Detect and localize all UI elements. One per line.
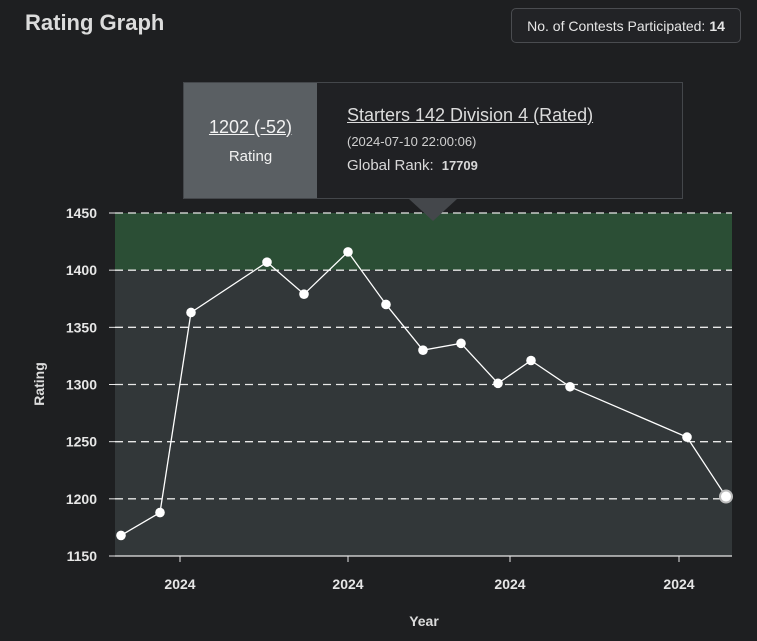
rating-band-1 [115, 270, 732, 556]
x-axis-label: Year [409, 613, 439, 629]
rating-point[interactable] [381, 299, 391, 310]
y-tick-label: 1150 [67, 548, 98, 564]
contests-label: No. of Contests Participated: [527, 17, 706, 34]
tooltip-contest-panel: Starters 142 Division 4 (Rated) (2024-07… [317, 83, 682, 198]
rating-point[interactable] [262, 257, 272, 267]
rating-band-0 [115, 213, 732, 271]
rating-point[interactable] [155, 507, 165, 518]
contests-count: 14 [709, 17, 725, 34]
rating-point[interactable] [493, 378, 503, 389]
y-tick-label: 1400 [66, 262, 97, 278]
rating-point[interactable] [116, 530, 126, 541]
tooltip-rank-label: Global Rank: [347, 157, 434, 174]
x-tick-label: 2024 [494, 576, 525, 592]
rating-line [120, 250, 727, 536]
y-tick-label: 1350 [66, 319, 97, 335]
y-tick-label: 1250 [66, 434, 97, 450]
contest-tooltip: 1202 (-52) Rating Starters 142 Division … [183, 82, 683, 199]
tooltip-rating-label: Rating [228, 147, 273, 165]
tooltip-pointer [409, 199, 457, 221]
x-tick-label: 2024 [663, 576, 694, 592]
tooltip-rating-value[interactable]: 1202 (-52) [208, 116, 293, 137]
x-tick-label: 2024 [164, 576, 195, 592]
tooltip-contest-link[interactable]: Starters 142 Division 4 (Rated) [347, 105, 594, 125]
rating-point[interactable] [418, 345, 428, 356]
tooltip-global-rank: Global Rank: 17709 [347, 157, 682, 174]
y-tick-label: 1300 [66, 377, 97, 393]
rating-point[interactable] [343, 247, 353, 257]
tooltip-rank-value: 17709 [441, 158, 478, 173]
rating-point[interactable] [456, 338, 466, 349]
tooltip-contest-date: (2024-07-10 22:00:06) [347, 134, 477, 149]
tooltip-rating-panel: 1202 (-52) Rating [184, 83, 317, 198]
rating-point[interactable] [299, 289, 309, 299]
y-tick-label: 1450 [66, 205, 97, 221]
page-title: Rating Graph [25, 10, 165, 35]
y-axis-label: Rating [31, 362, 47, 406]
x-tick-label: 2024 [332, 576, 363, 592]
rating-point[interactable] [682, 432, 692, 442]
rating-point[interactable] [719, 489, 733, 504]
rating-point[interactable] [565, 381, 575, 392]
contests-count-badge: No. of Contests Participated: 14 [511, 8, 741, 43]
rating-point[interactable] [526, 355, 536, 366]
rating-point[interactable] [186, 307, 196, 318]
y-tick-label: 1200 [66, 491, 97, 507]
